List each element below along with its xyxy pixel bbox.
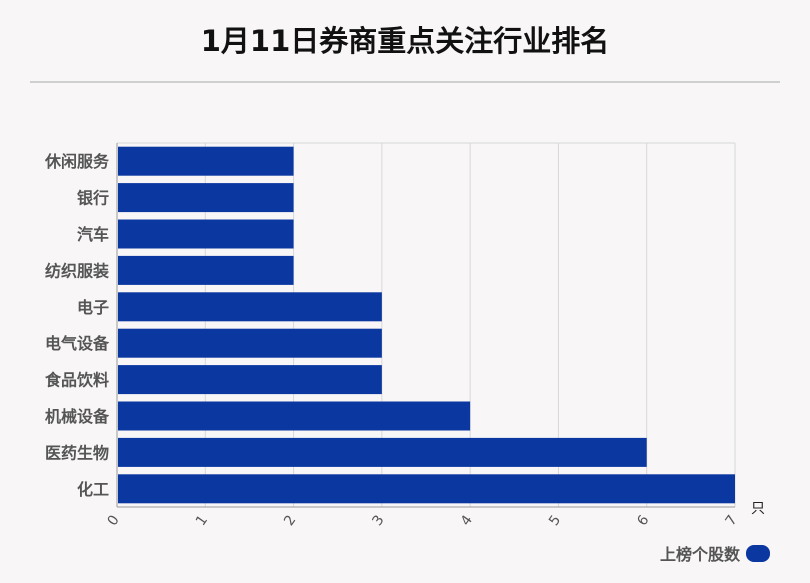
x-tick-label: 2 [281,512,299,528]
y-category-label: 医药生物 [45,443,109,462]
title-divider [30,81,780,83]
x-tick-label: 5 [546,512,564,528]
bar [118,365,382,395]
x-tick-label: 1 [193,512,211,528]
legend-label: 上榜个股数 [659,545,740,564]
y-category-label: 化工 [77,480,109,499]
bar [118,219,294,249]
y-category-label: 机械设备 [45,407,110,426]
bar [118,328,382,358]
x-tick-label: 6 [634,512,652,529]
bar [118,401,471,431]
x-tick-label: 7 [723,512,741,528]
x-axis-unit-label: 只 [751,501,765,517]
x-tick-label: 0 [105,512,123,528]
y-category-label: 电子 [77,298,109,317]
legend-swatch [746,544,770,562]
y-category-label: 纺织服装 [45,261,109,280]
bar [118,474,735,504]
y-category-label: 休闲服务 [44,152,110,171]
y-category-label: 银行 [77,189,109,208]
bar [118,146,294,176]
y-category-label: 食品饮料 [44,371,109,390]
bar [118,255,294,285]
bar [118,437,647,467]
y-category-label: 电气设备 [45,334,110,353]
bar [118,292,382,322]
legend[interactable]: 上榜个股数 [660,541,770,565]
x-tick-label: 3 [369,512,387,528]
y-category-label: 汽车 [77,225,109,244]
bar [118,183,294,213]
chart-title: 1月11日券商重点关注行业排名 [200,24,610,58]
x-tick-label: 4 [458,512,476,529]
